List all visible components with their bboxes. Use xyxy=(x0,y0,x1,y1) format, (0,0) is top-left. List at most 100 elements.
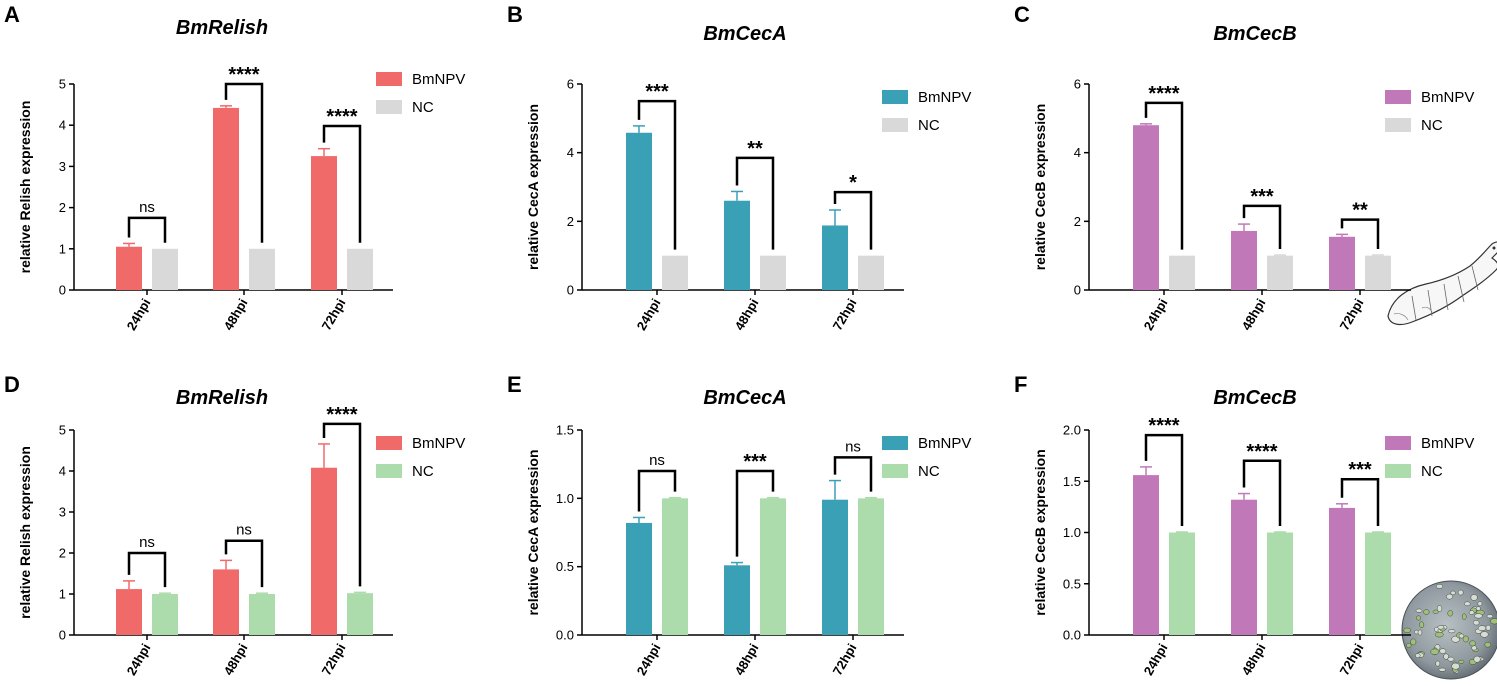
micrograph-cell xyxy=(1458,633,1465,639)
chart-title: BmCecB xyxy=(1213,387,1296,409)
micrograph-cell xyxy=(1403,627,1411,633)
legend-label-bmnpv: BmNPV xyxy=(1421,89,1474,106)
significance-label: **** xyxy=(326,404,357,426)
legend-label-bmnpv: BmNPV xyxy=(918,89,971,106)
y-tick-label: 2 xyxy=(567,214,574,229)
micrograph-cell xyxy=(1415,608,1423,613)
micrograph-cell xyxy=(1468,610,1475,615)
significance-bracket xyxy=(1242,204,1282,249)
significance-bracket xyxy=(1144,433,1184,526)
micrograph-cell xyxy=(1457,589,1464,596)
micrograph-cell xyxy=(1435,584,1444,589)
significance-bracket xyxy=(735,469,775,557)
y-tick-label: 1 xyxy=(59,241,66,256)
y-tick-label: 1.5 xyxy=(1063,474,1081,489)
significance-label: ** xyxy=(1352,200,1368,222)
y-tick-label: 3 xyxy=(59,505,66,520)
significance-bracket xyxy=(735,156,775,250)
panel-letter: E xyxy=(507,372,522,397)
micrograph-cell xyxy=(1484,641,1492,648)
significance-label: ns xyxy=(139,534,155,551)
bar-nc-72hpi xyxy=(858,255,884,290)
significance-bracket xyxy=(1144,101,1184,250)
micrograph-cell xyxy=(1462,635,1469,643)
bar-bmnpv-48hpi xyxy=(724,565,750,635)
significance-bracket xyxy=(833,190,873,250)
significance-label: ns xyxy=(139,199,155,216)
bar-nc-72hpi xyxy=(1365,532,1391,635)
significance-bracket xyxy=(637,469,677,512)
bar-bmnpv-48hpi xyxy=(1231,230,1257,290)
legend-label-bmnpv: BmNPV xyxy=(412,435,465,452)
micrograph-cell xyxy=(1486,614,1494,619)
bar-nc-48hpi xyxy=(1267,255,1293,290)
y-tick-label: 0.5 xyxy=(556,559,574,574)
bar-nc-72hpi xyxy=(858,498,884,635)
bar-bmnpv-24hpi xyxy=(1133,125,1159,290)
significance-label: ns xyxy=(845,438,861,455)
y-axis-label: relative CecA expression xyxy=(525,449,541,615)
bar-bmnpv-48hpi xyxy=(1231,499,1257,635)
bar-bmnpv-48hpi xyxy=(213,107,239,290)
legend-label-nc: NC xyxy=(918,117,940,134)
significance-bracket xyxy=(127,551,167,588)
bar-bmnpv-72hpi xyxy=(1329,236,1355,290)
chart-panel-e: E BmCecA relative CecA expression 0.0 0.5 1.0… xyxy=(507,372,971,678)
micrograph-cell xyxy=(1469,640,1476,647)
y-tick-label: 4 xyxy=(59,118,66,133)
micrograph-cell xyxy=(1410,638,1417,646)
legend-label-bmnpv: BmNPV xyxy=(918,435,971,452)
micrograph-cell xyxy=(1470,594,1478,601)
legend-label-nc: NC xyxy=(412,463,434,480)
chart-title: BmCecA xyxy=(703,23,786,45)
significance-label: **** xyxy=(1148,83,1179,105)
micrograph-cell xyxy=(1419,621,1425,629)
legend-swatch-bmnpv xyxy=(882,436,908,450)
bar-nc-24hpi xyxy=(662,255,688,290)
micrograph-cell xyxy=(1434,631,1444,638)
legend-swatch-bmnpv xyxy=(376,436,402,450)
significance-label: * xyxy=(849,172,857,194)
micrograph-cell xyxy=(1435,660,1441,667)
bar-bmnpv-72hpi xyxy=(311,156,337,290)
micrograph-cell xyxy=(1443,653,1449,660)
legend-swatch-nc xyxy=(1385,118,1411,132)
legend-swatch-bmnpv xyxy=(376,72,402,86)
bar-nc-48hpi xyxy=(1267,532,1293,635)
micrograph-cell xyxy=(1464,601,1471,607)
micrograph-cell xyxy=(1446,593,1453,600)
chart-panel-f: F BmCecB relative CecB expression 0.0 0.5 1.0… xyxy=(1014,372,1474,678)
significance-bracket xyxy=(322,422,362,587)
legend-swatch-nc xyxy=(882,118,908,132)
legend-swatch-nc xyxy=(376,464,402,478)
significance-label: *** xyxy=(1250,186,1274,208)
bar-nc-48hpi xyxy=(249,594,275,635)
y-tick-label: 0 xyxy=(567,283,574,298)
micrograph-cell xyxy=(1415,653,1421,659)
y-tick-label: 1.5 xyxy=(556,423,574,438)
y-tick-label: 1.0 xyxy=(556,491,574,506)
micrograph-cell xyxy=(1471,645,1477,651)
significance-bracket xyxy=(224,539,264,588)
y-tick-label: 2.0 xyxy=(1063,423,1081,438)
micrograph-cell xyxy=(1475,606,1481,611)
significance-label: **** xyxy=(228,64,259,86)
micrograph-cell xyxy=(1448,629,1456,634)
micrograph-cell xyxy=(1461,613,1467,620)
micrograph-cell xyxy=(1472,620,1480,626)
micrograph-cell xyxy=(1406,642,1412,648)
micrograph-cell xyxy=(1480,631,1489,638)
y-tick-label: 3 xyxy=(59,159,66,174)
significance-label: ** xyxy=(747,138,763,160)
significance-bracket xyxy=(637,99,677,250)
legend-label-nc: NC xyxy=(412,99,434,116)
significance-label: **** xyxy=(1148,415,1179,437)
chart-title: BmCecB xyxy=(1213,23,1296,45)
bar-bmnpv-24hpi xyxy=(1133,475,1159,635)
panel-letter: D xyxy=(4,372,20,397)
bar-nc-72hpi xyxy=(347,593,373,635)
micrograph-cell xyxy=(1477,625,1487,631)
micrograph-cell xyxy=(1451,662,1460,670)
bar-nc-24hpi xyxy=(1169,255,1195,290)
